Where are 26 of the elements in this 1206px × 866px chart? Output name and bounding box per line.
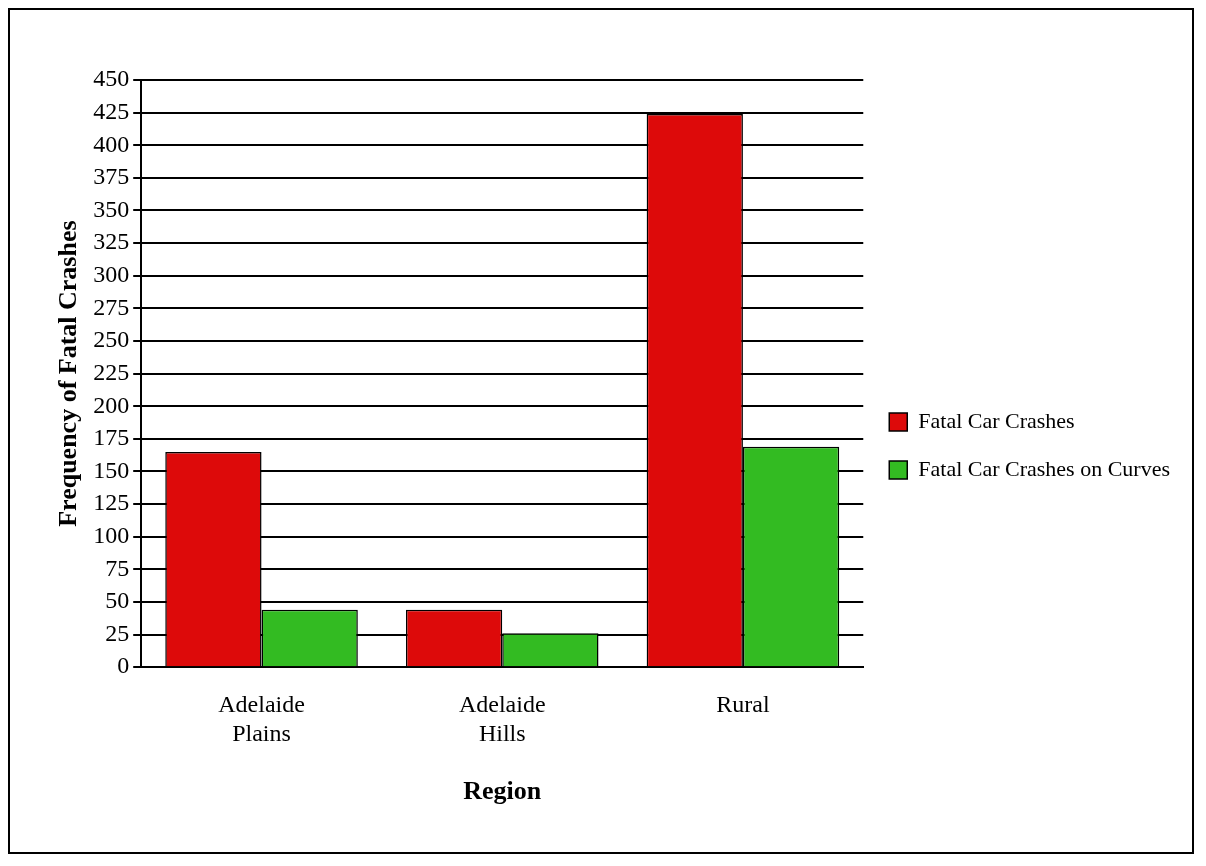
legend-label: Fatal Car Crashes on Curves [918,455,1170,481]
x-axis-title: Region [463,776,542,806]
y-tick-label: 450 [93,65,130,92]
y-tick-label: 175 [93,424,130,451]
y-tick-label: 225 [93,358,130,385]
y-tick-label: 400 [93,130,130,157]
y-axis-title: Frequency of Fatal Crashes [53,220,83,527]
y-tick-label: 150 [93,456,130,483]
y-tick-label: 300 [93,261,130,288]
y-tick-label: 125 [93,489,130,516]
y-tick-label: 0 [117,652,130,679]
x-tick-label: Adelaide Hills [458,690,546,746]
y-tick-label: 325 [93,228,130,255]
y-tick-label: 275 [93,293,130,320]
x-tick-label: Rural [716,690,770,717]
y-tick-label: 75 [105,554,130,581]
y-tick-label: 100 [93,522,130,549]
x-tick-label: Adelaide Plains [218,690,305,746]
y-tick-label: 425 [93,97,130,124]
y-tick-label: 50 [105,587,130,614]
legend-label: Fatal Car Crashes [918,407,1075,433]
y-tick-label: 350 [93,195,130,222]
y-tick-label: 250 [93,326,130,353]
y-tick-label: 25 [105,619,130,646]
y-tick-label: 200 [93,391,130,418]
y-tick-label: 375 [93,163,130,190]
